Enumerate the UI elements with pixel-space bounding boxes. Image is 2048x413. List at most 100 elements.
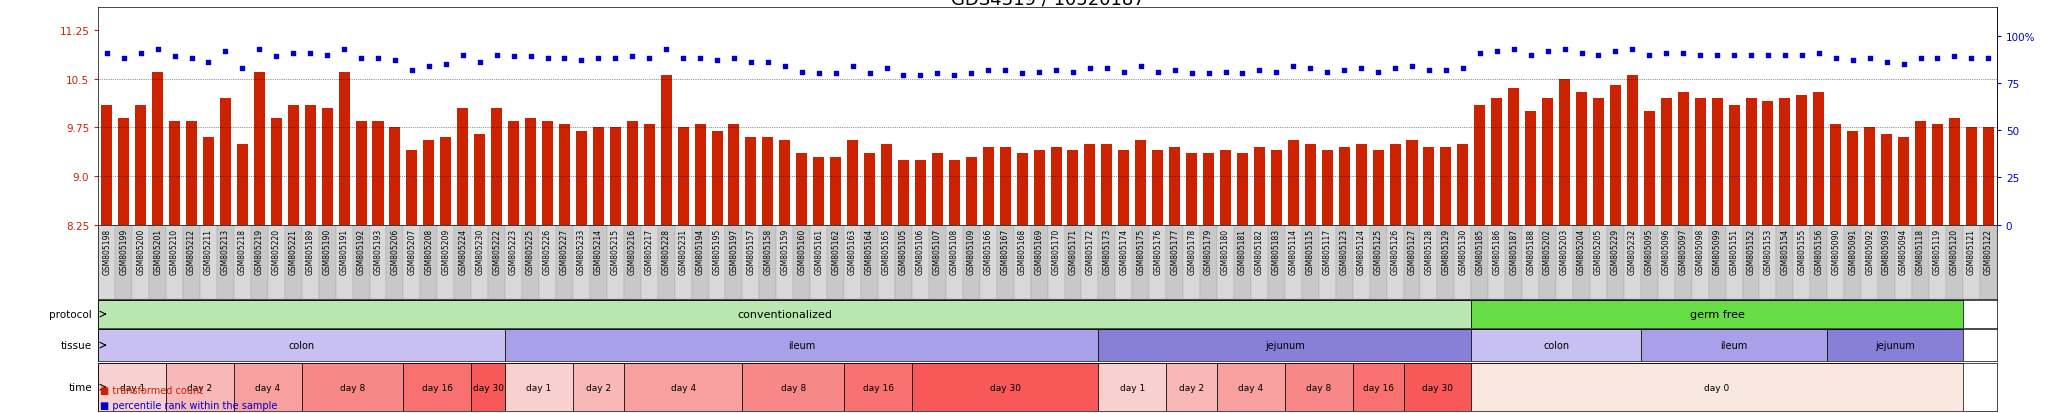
Bar (1403, 226, 1421, 299)
Text: germ free: germ free (1690, 309, 1745, 319)
Text: GSM805098: GSM805098 (1696, 228, 1704, 274)
Point (717, 56, 750, 62)
Bar (844, 363, 911, 411)
Bar (119, 118, 129, 225)
Bar (100, 105, 113, 225)
Text: GSM805230: GSM805230 (475, 228, 483, 274)
Bar (1389, 144, 1401, 225)
Bar (1962, 226, 1980, 299)
Bar (983, 147, 993, 225)
Point (1040, 67, 1073, 74)
Text: GSM805232: GSM805232 (1628, 228, 1636, 274)
Bar (1098, 329, 1470, 361)
Bar (1470, 363, 1962, 411)
Bar (1423, 147, 1434, 225)
Text: day 8: day 8 (780, 383, 807, 392)
Bar (1507, 89, 1520, 225)
Bar (1470, 226, 1489, 299)
Bar (1827, 329, 1962, 361)
Text: GSM805213: GSM805213 (221, 228, 229, 274)
Bar (729, 125, 739, 225)
Text: day 0: day 0 (1704, 383, 1731, 392)
Bar (98, 300, 1470, 328)
Bar (1030, 226, 1047, 299)
Text: GSM805224: GSM805224 (459, 228, 467, 274)
Point (1159, 67, 1192, 74)
Bar (322, 109, 332, 225)
Bar (745, 138, 756, 225)
Bar (1014, 226, 1030, 299)
Point (1022, 69, 1055, 76)
Bar (319, 226, 336, 299)
Point (176, 56, 209, 62)
Point (1057, 69, 1090, 76)
Bar (1200, 226, 1217, 299)
Bar (268, 226, 285, 299)
Bar (1759, 226, 1776, 299)
Bar (1862, 226, 1878, 299)
Text: day 16: day 16 (1362, 383, 1393, 392)
Text: GSM805227: GSM805227 (559, 228, 569, 274)
Text: GSM805160: GSM805160 (797, 228, 807, 274)
Bar (1745, 99, 1757, 225)
Bar (1217, 363, 1284, 411)
Point (193, 59, 225, 66)
Bar (1864, 128, 1876, 225)
Point (1362, 69, 1395, 76)
Bar (373, 121, 383, 225)
Text: GSM805216: GSM805216 (629, 228, 637, 274)
Text: GSM805204: GSM805204 (1577, 228, 1585, 274)
Bar (1780, 99, 1790, 225)
Text: GSM805202: GSM805202 (1542, 228, 1552, 274)
Point (700, 58, 733, 64)
Bar (932, 154, 942, 225)
Point (1073, 65, 1106, 72)
Bar (1251, 226, 1268, 299)
Point (870, 65, 903, 72)
Bar (1133, 226, 1149, 299)
Text: jejunum: jejunum (1266, 340, 1305, 350)
Bar (967, 157, 977, 225)
Bar (1577, 93, 1587, 225)
Text: GSM805183: GSM805183 (1272, 228, 1280, 274)
Bar (1898, 138, 1909, 225)
Point (1006, 71, 1038, 78)
Point (1683, 52, 1716, 59)
Bar (506, 363, 573, 411)
Text: GSM805185: GSM805185 (1475, 228, 1485, 274)
Bar (1657, 226, 1675, 299)
Bar (1776, 226, 1794, 299)
Bar (1118, 151, 1128, 225)
Bar (881, 144, 893, 225)
Bar (1284, 226, 1303, 299)
Text: GSM805164: GSM805164 (864, 228, 874, 274)
Bar (1489, 226, 1505, 299)
Bar (1403, 363, 1470, 411)
Point (1413, 67, 1446, 74)
Text: GSM805106: GSM805106 (915, 228, 926, 274)
Text: GSM805161: GSM805161 (815, 228, 823, 274)
Bar (254, 73, 264, 225)
Point (1751, 52, 1784, 59)
Bar (1386, 226, 1403, 299)
Text: GSM805221: GSM805221 (289, 228, 297, 274)
Point (1311, 69, 1343, 76)
Text: GSM805151: GSM805151 (1731, 228, 1739, 274)
Text: GSM805180: GSM805180 (1221, 228, 1231, 274)
Text: ■ transformed count: ■ transformed count (100, 385, 203, 395)
Text: GSM805175: GSM805175 (1137, 228, 1145, 274)
Point (1802, 50, 1835, 57)
Text: GSM805214: GSM805214 (594, 228, 602, 274)
Bar (406, 151, 418, 225)
Bar (1470, 329, 1640, 361)
Text: colon: colon (1542, 340, 1569, 350)
Point (1870, 59, 1903, 66)
Bar (1982, 128, 1995, 225)
Text: GSM805195: GSM805195 (713, 228, 721, 274)
Point (803, 71, 836, 78)
Text: GSM805096: GSM805096 (1661, 228, 1671, 274)
Text: GSM805125: GSM805125 (1374, 228, 1382, 274)
Bar (1098, 226, 1116, 299)
Bar (711, 131, 723, 225)
Point (989, 67, 1022, 74)
